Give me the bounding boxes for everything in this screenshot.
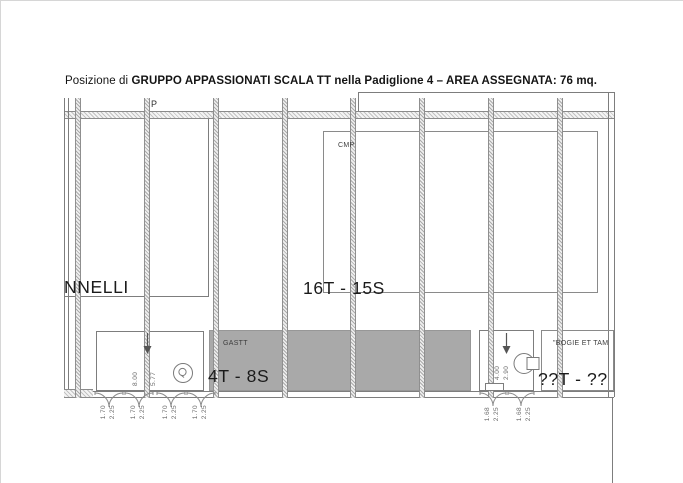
assigned-area [209, 330, 471, 391]
right-boundary-extension [612, 397, 613, 483]
door-swing-icon [479, 392, 507, 407]
right-boundary-wall [608, 92, 615, 397]
down-arrow-icon [143, 333, 152, 354]
booth-right-depth-dim: 2.90 [503, 365, 510, 380]
top-wall [64, 111, 614, 119]
title-prefix: Posizione di [65, 75, 129, 87]
bottom-wall [64, 391, 614, 398]
neighbor-partition-vertical [208, 119, 209, 297]
down-arrow-icon [502, 333, 511, 354]
title-location: Padiglione 4 – AREA ASSEGNATA: 76 mq. [364, 75, 598, 87]
column-strip [282, 98, 288, 398]
socket-icon [513, 353, 540, 374]
booth-left-depth-dim: 5.77 [150, 371, 157, 386]
right-stand-box [541, 330, 614, 391]
cmp-room [323, 131, 598, 293]
door-dimension: 1.70 2.25 [162, 405, 178, 420]
plan-title: Posizione di GRUPPO APPASSIONATI SCALA T… [65, 75, 597, 87]
column-strip [144, 98, 150, 398]
door-swing-icon [94, 392, 124, 408]
column-strip [350, 98, 356, 398]
cmp-label: CMP [338, 142, 355, 149]
booth-right-width-dim: 4.00 [494, 365, 501, 380]
door-swing-icon [507, 392, 535, 407]
assigned-stand-label: 4T - 8S [208, 366, 270, 386]
right-stand-name-label: "BOGIE ET TAM [553, 340, 609, 347]
door-dimension: 1.70 2.25 [192, 405, 208, 420]
pillar-label: P [151, 99, 158, 109]
door-swing-icon [186, 392, 216, 408]
main-stand-label: 16T - 15S [303, 278, 385, 298]
door-dimension: 1.70 2.25 [100, 405, 116, 420]
door-dimension: 1.68 2.25 [484, 407, 500, 422]
left-boundary-wall [64, 98, 69, 398]
neighbor-partition-bottom [64, 296, 208, 297]
door-dimension: 1.68 2.25 [516, 407, 532, 422]
neighbor-stand-label: NNELLI [64, 277, 129, 297]
door-swing-icon [156, 392, 186, 408]
door-threshold [485, 383, 504, 391]
door-dimension: 1.70 2.25 [130, 405, 146, 420]
right-stand-label: ??T - ?? [538, 369, 608, 389]
gastt-label: GASTT [223, 340, 248, 347]
title-connector: nella [334, 75, 362, 87]
title-group-name: GRUPPO APPASSIONATI SCALA TT [131, 75, 332, 87]
column-strip [557, 98, 563, 398]
column-strip [213, 98, 219, 398]
door-swing-icon [124, 392, 154, 408]
column-strip [488, 98, 494, 398]
column-strip [75, 98, 81, 398]
booth-left-width-dim: 8.00 [132, 371, 139, 386]
outlet-icon [173, 363, 193, 383]
column-strip [419, 98, 425, 398]
top-corridor-outline [358, 92, 614, 111]
